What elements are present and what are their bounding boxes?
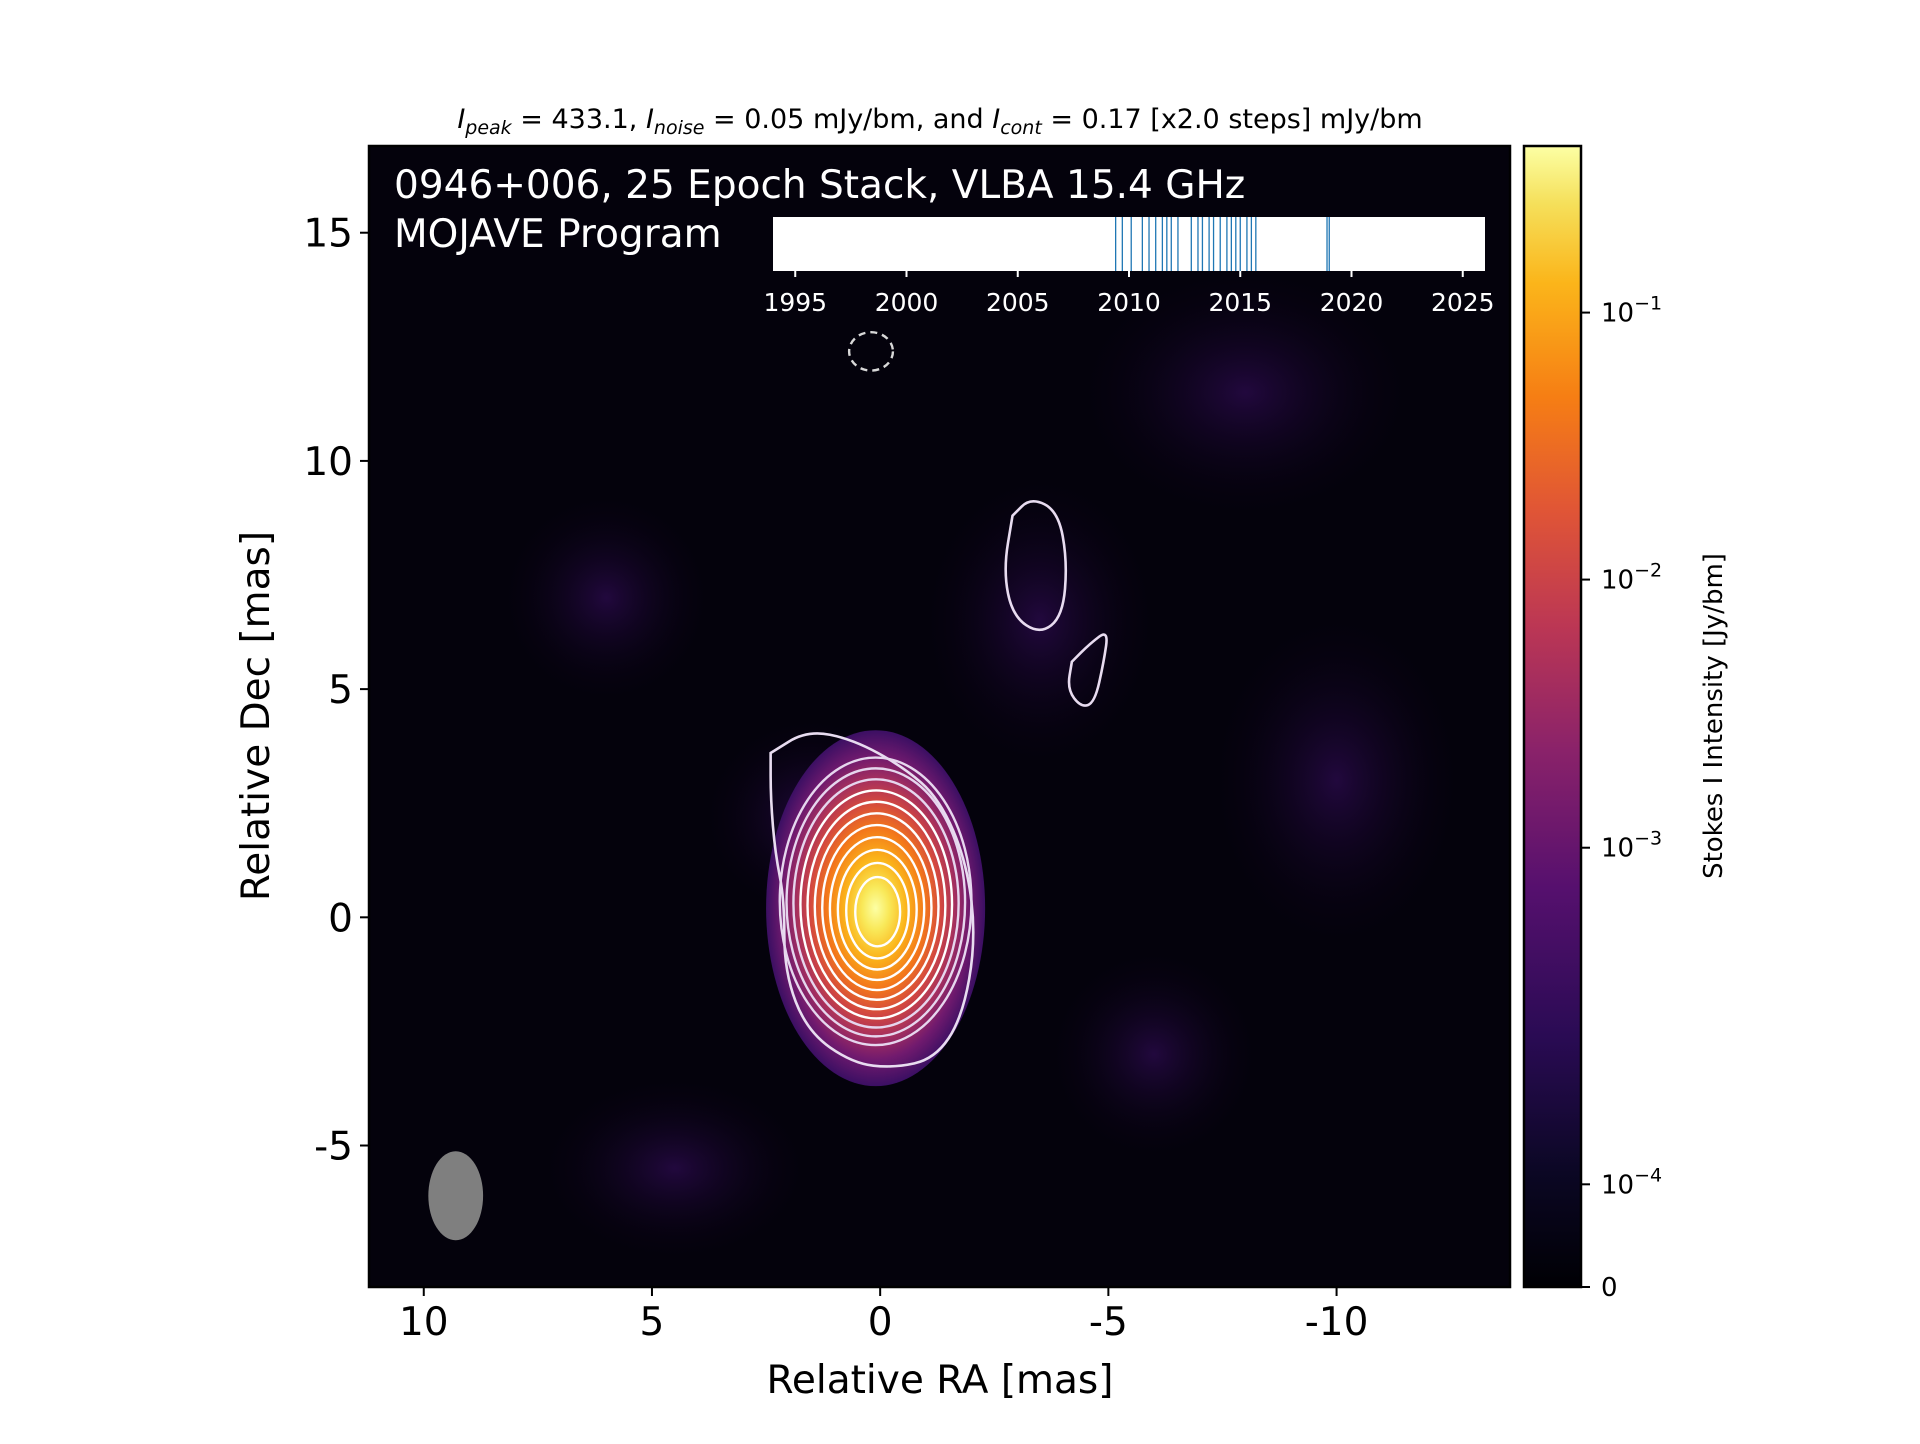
y-axis-label: Relative Dec [mas] <box>234 531 279 901</box>
contours <box>769 331 1108 1068</box>
epoch-timeline: 1995 2000 2005 2010 2015 2020 2025 <box>763 217 1495 317</box>
colorbar-frame <box>1522 144 1583 1289</box>
x-tick-label: 10 <box>399 1300 449 1345</box>
title-part: noise <box>654 117 705 139</box>
contour-level-12 <box>854 875 902 948</box>
x-axis-ticks: 10 5 0 -5 -10 <box>399 1287 1368 1345</box>
contour-level-1 <box>769 732 975 1068</box>
contour-level-9 <box>828 836 926 982</box>
title-part: = 433.1, <box>512 104 646 135</box>
contour-level-4 <box>792 778 960 1029</box>
colorbar-tick-label: 10−3 <box>1601 828 1662 864</box>
colorbar-ticks: 10−1 10−2 10−3 10−4 0 <box>1581 293 1662 1303</box>
x-tick-label: 0 <box>868 1300 893 1345</box>
title-part: peak <box>464 117 512 139</box>
component-contour <box>1004 500 1068 632</box>
timeline-epochs <box>1115 217 1330 271</box>
colorbar-tick-exponent: −4 <box>1634 1164 1662 1186</box>
x-tick-label: 5 <box>640 1300 665 1345</box>
timeline-ticks: 1995 2000 2005 2010 2015 2020 2025 <box>763 271 1495 317</box>
colorbar-tick-label: 0 <box>1601 1273 1618 1303</box>
contour-level-11 <box>845 861 910 960</box>
contour-level-2 <box>778 756 973 1047</box>
haze-blob <box>912 460 1168 781</box>
timeline-tick-label: 2010 <box>1097 288 1161 317</box>
x-tick-label: -10 <box>1305 1300 1369 1345</box>
x-tick-label: -5 <box>1089 1300 1128 1345</box>
figure-title: Ipeak = 433.1, Inoise = 0.05 mJy/bm, and… <box>457 104 1422 139</box>
contour-level-3 <box>785 767 967 1038</box>
colorbar-tick-exponent: −1 <box>1634 293 1662 315</box>
haze-blob <box>1199 597 1474 963</box>
y-tick-label: -5 <box>314 1125 353 1170</box>
y-tick-label: 15 <box>303 212 353 257</box>
y-tick-label: 10 <box>303 440 353 485</box>
contour-level-8 <box>821 823 933 992</box>
contour-level-5 <box>799 789 954 1020</box>
timeline-tick-label: 2015 <box>1208 288 1272 317</box>
haze-blob <box>492 483 721 712</box>
negative-contour <box>847 331 895 372</box>
timeline-tick-label: 1995 <box>763 288 827 317</box>
title-part: I <box>646 104 654 135</box>
contour-level-6 <box>806 800 947 1011</box>
title-part: = 0.05 mJy/bm, and <box>704 104 992 135</box>
colorbar-tick-label: 10−1 <box>1601 293 1662 329</box>
title-part: = 0.17 [x2.0 steps] mJy/bm <box>1042 104 1423 135</box>
timeline-box <box>773 217 1485 271</box>
colorbar-tick-label: 10−4 <box>1601 1164 1662 1200</box>
y-tick-label: 5 <box>328 668 353 713</box>
contour-level-10 <box>836 848 918 971</box>
colorbar-tick-label: 10−2 <box>1601 560 1662 596</box>
map-frame <box>367 144 1512 1289</box>
colorbar-label: Stokes I Intensity [Jy/bm] <box>1699 553 1729 879</box>
beam-ellipse <box>428 1151 484 1241</box>
program-label: MOJAVE Program <box>394 212 722 257</box>
x-axis-label: Relative RA [mas] <box>767 1358 1114 1403</box>
diffuse-emission <box>492 255 1474 1269</box>
colorbar-tick-exponent: −2 <box>1634 560 1662 582</box>
timeline-tick-label: 2025 <box>1431 288 1495 317</box>
timeline-tick-label: 2020 <box>1320 288 1384 317</box>
title-part: I <box>992 104 1000 135</box>
title-part: cont <box>1000 117 1043 139</box>
source-label: 0946+006, 25 Epoch Stack, VLBA 15.4 GHz <box>394 163 1245 208</box>
haze-blob <box>1039 940 1269 1169</box>
y-tick-label: 0 <box>328 896 353 941</box>
title-part: I <box>457 104 465 135</box>
intensity-map <box>369 146 1510 1287</box>
y-axis-ticks: -5 0 5 10 15 <box>303 212 369 1170</box>
haze-blob <box>528 1067 821 1269</box>
colorbar-tick-exponent: −3 <box>1634 828 1662 850</box>
component-contour <box>1067 633 1108 707</box>
colorbar <box>1524 146 1581 1287</box>
haze-blob <box>1062 255 1428 530</box>
timeline-tick-label: 2000 <box>875 288 939 317</box>
contour-level-7 <box>813 812 940 1001</box>
timeline-tick-label: 2005 <box>986 288 1050 317</box>
